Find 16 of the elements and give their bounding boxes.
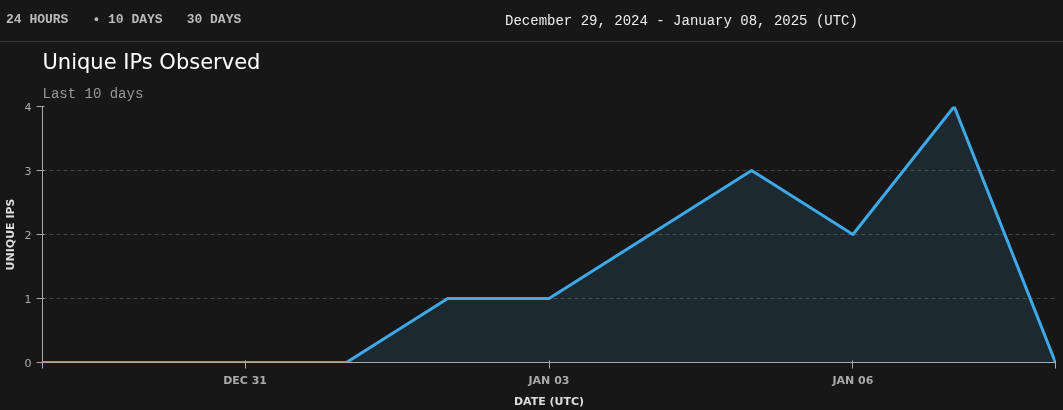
y-tick-label: 2 <box>24 228 32 242</box>
text: 30 DAYS <box>186 12 242 28</box>
y-tick-label: 4 <box>24 100 32 114</box>
x-tick-label: JAN 06 <box>831 373 874 387</box>
y-tick-label: 0 <box>24 356 32 370</box>
y-tick-label: 1 <box>24 292 32 306</box>
text: • 10 DAYS <box>92 12 163 28</box>
text: December 29, 2024 - January 08, 2025 (UTC) <box>504 11 859 31</box>
text: 24 HOURS <box>6 12 69 28</box>
x-tick-label: DEC 31 <box>223 373 268 387</box>
chart-subtitle: Last 10 days <box>42 85 144 102</box>
y-tick-label: 3 <box>24 164 32 178</box>
chart-title: Unique IPs Observed <box>42 49 261 74</box>
x-tick-label: JAN 03 <box>527 373 570 387</box>
x-axis-title: DATE (UTC) <box>513 394 585 408</box>
y-axis-title: UNIQUE IPS <box>3 198 17 271</box>
